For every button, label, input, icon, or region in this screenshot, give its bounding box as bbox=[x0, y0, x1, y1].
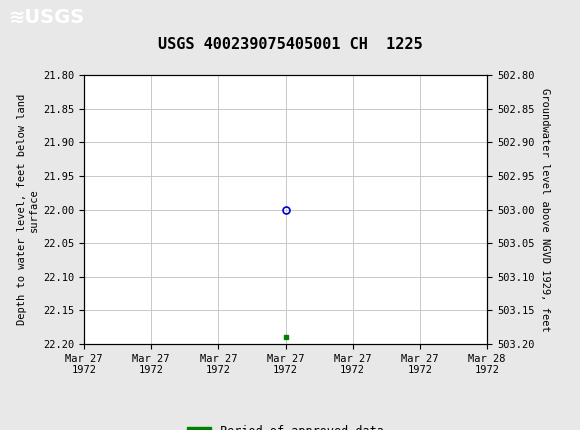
Text: USGS 400239075405001 CH  1225: USGS 400239075405001 CH 1225 bbox=[158, 37, 422, 52]
Legend: Period of approved data: Period of approved data bbox=[183, 421, 389, 430]
Y-axis label: Depth to water level, feet below land
surface: Depth to water level, feet below land su… bbox=[17, 94, 39, 325]
Text: ≋USGS: ≋USGS bbox=[9, 8, 85, 27]
Y-axis label: Groundwater level above NGVD 1929, feet: Groundwater level above NGVD 1929, feet bbox=[540, 88, 550, 332]
